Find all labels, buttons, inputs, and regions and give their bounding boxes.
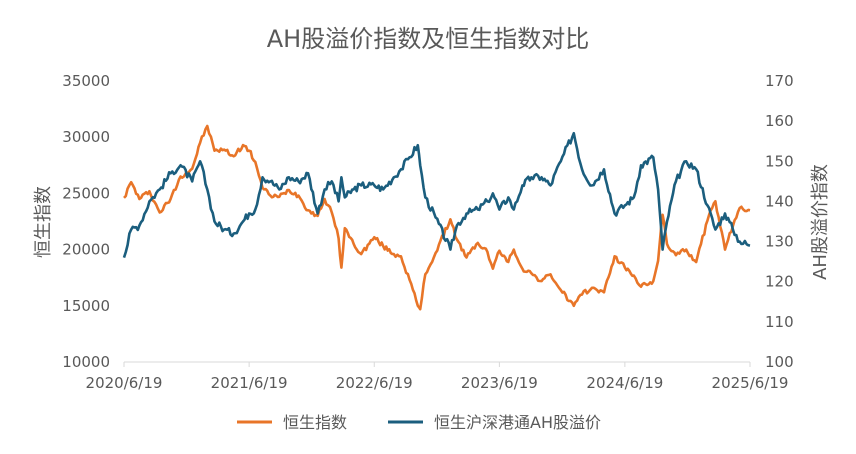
right-axis-title: AH股溢价指数 (810, 164, 831, 280)
series-line-hsi (123, 124, 751, 311)
legend-label-hsi: 恒生指数 (283, 413, 347, 432)
right-tick-label: 100 (765, 353, 794, 371)
chart-title: AH股溢价指数及恒生指数对比 (267, 25, 589, 53)
right-tick-label: 170 (765, 72, 794, 90)
right-tick-label: 150 (765, 152, 794, 170)
left-axis-ticks: 10000 15000 20000 25000 30000 35000 (62, 72, 110, 371)
left-tick-label: 35000 (62, 72, 110, 90)
x-tick-label: 2024/6/19 (586, 374, 663, 392)
x-tick-label: 2025/6/19 (712, 374, 789, 392)
series-layer (122, 124, 751, 311)
right-tick-label: 110 (765, 313, 794, 331)
legend: 恒生指数 恒生沪深港通AH股溢价 (237, 413, 601, 432)
series-line-ah-premium (122, 131, 751, 258)
left-tick-label: 10000 (62, 353, 110, 371)
x-tick-label: 2022/6/19 (336, 374, 413, 392)
right-axis-ticks: 100 110 120 130 140 150 160 170 (765, 72, 794, 371)
x-tick-label: 2023/6/19 (461, 374, 538, 392)
x-tick-label: 2021/6/19 (211, 374, 288, 392)
right-tick-label: 140 (765, 192, 794, 210)
right-tick-label: 120 (765, 273, 794, 291)
left-tick-label: 25000 (62, 184, 110, 202)
x-tick-label: 2020/6/19 (86, 374, 163, 392)
left-axis-title: 恒生指数 (33, 186, 54, 258)
right-tick-label: 130 (765, 233, 794, 251)
left-tick-label: 20000 (62, 241, 110, 259)
legend-label-ah-premium: 恒生沪深港通AH股溢价 (434, 413, 601, 432)
x-axis: 2020/6/19 2021/6/19 2022/6/19 2023/6/19 2024… (86, 361, 789, 392)
left-tick-label: 15000 (62, 297, 110, 315)
left-tick-label: 30000 (62, 128, 110, 146)
right-tick-label: 160 (765, 112, 794, 130)
